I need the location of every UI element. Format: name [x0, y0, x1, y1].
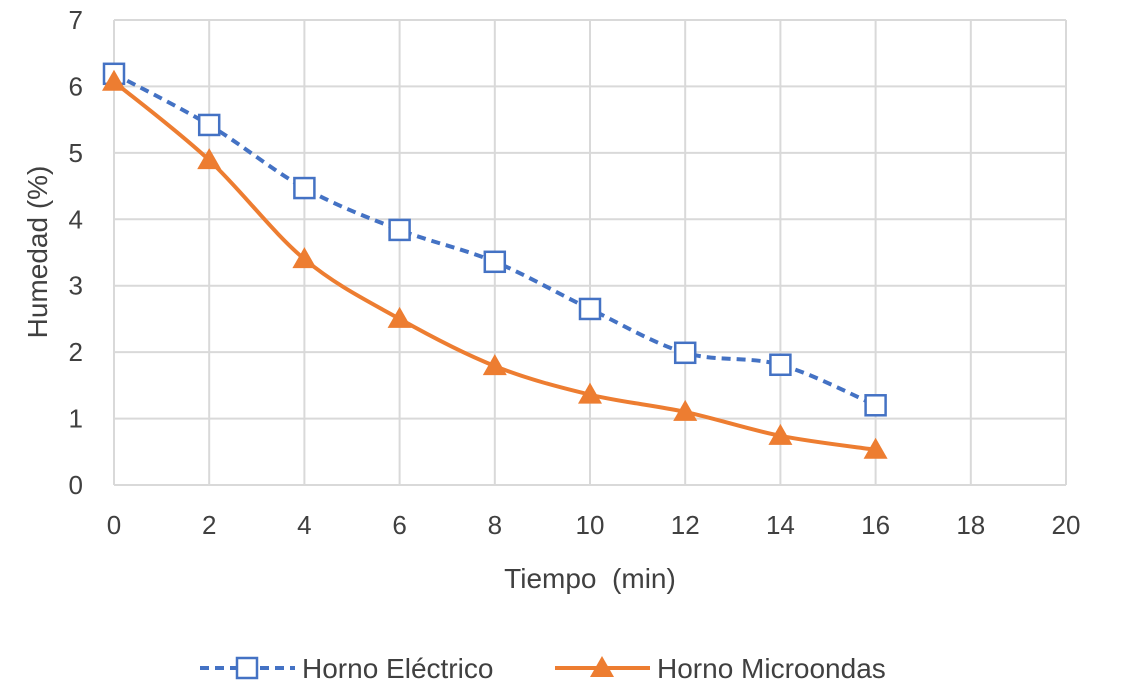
x-tick-label: 16: [861, 510, 890, 540]
y-tick-label: 0: [69, 470, 83, 500]
data-point: [197, 148, 222, 170]
x-tick-label: 2: [202, 510, 216, 540]
legend-label: Horno Eléctrico: [302, 653, 493, 684]
data-point: [578, 382, 602, 404]
data-point: [673, 341, 697, 365]
series-group: [102, 62, 888, 459]
x-tick-label: 18: [956, 510, 985, 540]
series-line: [112, 80, 876, 452]
data-point: [388, 218, 411, 242]
series-1: [102, 69, 888, 459]
y-tick-label: 5: [69, 138, 83, 168]
data-point: [102, 69, 126, 91]
data-point: [864, 394, 887, 417]
x-tick-label: 4: [297, 510, 311, 540]
x-tick-label: 8: [488, 510, 502, 540]
data-point: [863, 437, 888, 459]
data-point: [769, 353, 792, 377]
data-point: [292, 247, 317, 269]
y-tick-label: 3: [69, 271, 83, 301]
y-tick-label: 4: [69, 204, 83, 234]
data-point: [482, 354, 507, 376]
y-axis-title: Humedad (%): [22, 166, 53, 339]
x-tick-label: 0: [107, 510, 121, 540]
x-tick-labels: 0 2 4 6 8 10 12 14 16 18 20: [107, 510, 1081, 540]
y-tick-label: 2: [69, 337, 83, 367]
legend-marker: [235, 656, 259, 680]
legend: Horno Eléctrico Horno Microondas: [200, 653, 886, 684]
legend-marker: [590, 656, 614, 677]
y-tick-labels: 0 1 2 3 4 5 6 7: [69, 5, 83, 500]
data-point: [483, 250, 507, 274]
x-tick-label: 14: [766, 510, 795, 540]
x-tick-label: 20: [1052, 510, 1081, 540]
x-tick-label: 12: [671, 510, 700, 540]
x-tick-label: 10: [576, 510, 605, 540]
series-0: [102, 62, 887, 417]
x-axis-title: Tiempo (min): [504, 563, 676, 594]
data-point: [387, 306, 412, 328]
data-point: [768, 423, 793, 445]
data-point: [293, 176, 316, 200]
data-point: [673, 399, 698, 421]
legend-label: Horno Microondas: [657, 653, 886, 684]
data-point: [578, 297, 602, 321]
grid: [113, 19, 1067, 486]
x-tick-label: 6: [392, 510, 406, 540]
y-tick-label: 6: [69, 71, 83, 101]
y-tick-label: 7: [69, 5, 83, 35]
data-point: [197, 113, 221, 137]
y-tick-label: 1: [69, 404, 83, 434]
